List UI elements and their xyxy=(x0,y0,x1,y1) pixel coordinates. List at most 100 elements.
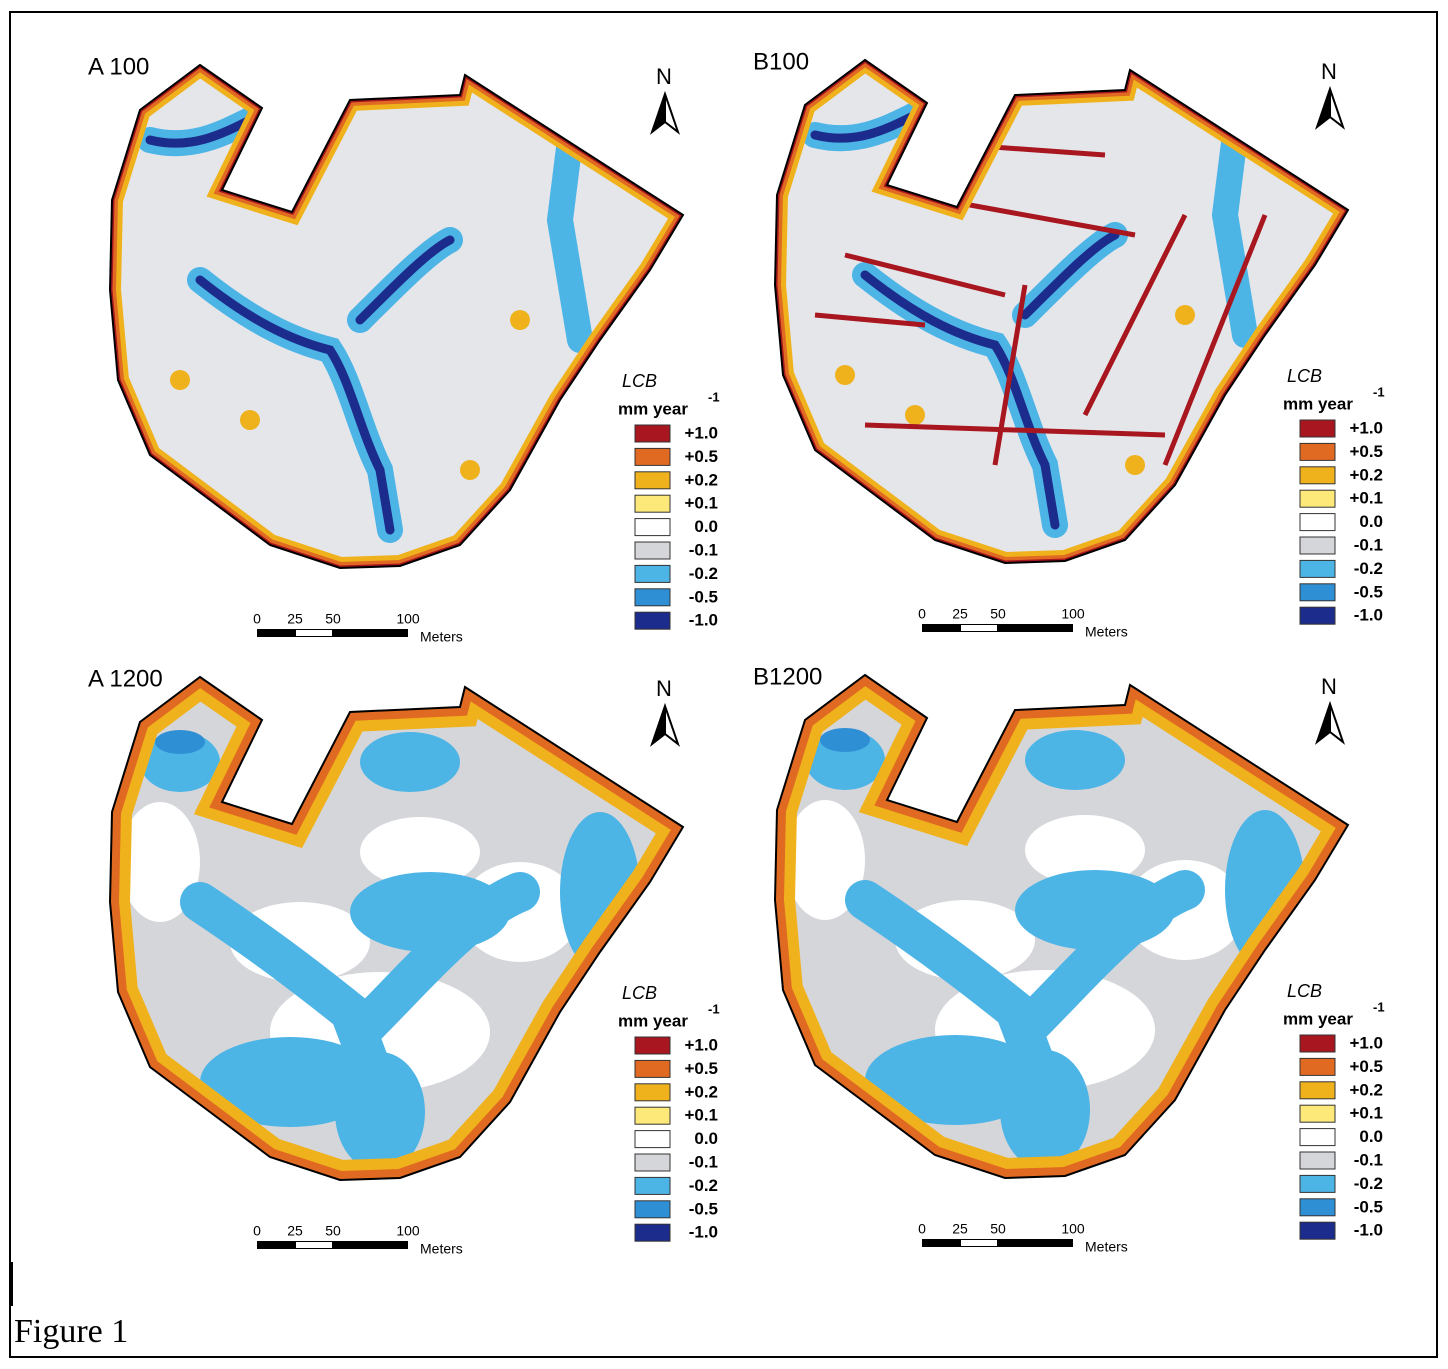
legend-label: -1.0 xyxy=(1354,606,1383,625)
scale-tick-label: 50 xyxy=(990,1221,1006,1237)
legend-label: -0.1 xyxy=(1354,535,1383,554)
legend-swatch xyxy=(635,425,670,442)
legend-title: LCB xyxy=(622,983,657,1003)
legend-swatch xyxy=(635,589,670,606)
legend-label: 0.0 xyxy=(694,1129,718,1148)
spot xyxy=(460,460,480,480)
north-label: N xyxy=(656,64,672,89)
legend-swatch xyxy=(1300,1082,1335,1099)
panel-label: B1200 xyxy=(753,663,822,690)
panel-label: A 100 xyxy=(88,53,149,80)
legend-label: +0.2 xyxy=(1349,465,1383,484)
legend-label: -0.2 xyxy=(689,1176,718,1195)
scale-tick-label: 25 xyxy=(952,606,968,622)
legend-swatch xyxy=(635,472,670,489)
north-label: N xyxy=(656,676,672,701)
scale-tick-label: 100 xyxy=(1061,1221,1085,1237)
legend-swatch xyxy=(635,542,670,559)
legend-swatch xyxy=(635,1201,670,1218)
legend-label: +1.0 xyxy=(684,423,718,442)
legend-label: +1.0 xyxy=(1349,1033,1383,1052)
scale-bar xyxy=(922,624,1073,632)
figure-page: Figure 1 A 100 N LCB mm year -1 +1.0 +0.5 +0.2 +… xyxy=(0,0,1448,1369)
legend-swatch xyxy=(1300,420,1335,437)
legend-swatch xyxy=(635,1224,670,1241)
legend-swatch xyxy=(635,612,670,629)
legend-swatch xyxy=(635,1060,670,1077)
map-area xyxy=(775,60,1348,563)
legend-swatch xyxy=(1300,584,1335,601)
scale-tick-label: 100 xyxy=(396,611,420,627)
region xyxy=(1025,730,1125,790)
legend-swatch xyxy=(635,1154,670,1171)
region xyxy=(155,730,205,754)
legend-label: -0.1 xyxy=(1354,1150,1383,1169)
scale-unit: Meters xyxy=(420,629,463,645)
legend-swatch xyxy=(1300,1199,1335,1216)
spot xyxy=(240,410,260,430)
legend-swatch xyxy=(1300,514,1335,531)
legend-label: -0.2 xyxy=(1354,559,1383,578)
scale-tick-label: 100 xyxy=(396,1223,420,1239)
legend-label: +0.1 xyxy=(684,1106,718,1125)
legend-label: +0.2 xyxy=(1349,1080,1383,1099)
legend-exponent: -1 xyxy=(708,1001,720,1016)
map-area xyxy=(110,65,683,568)
scale-unit: Meters xyxy=(1085,624,1128,640)
legend-swatch xyxy=(635,495,670,512)
scale-tick-label: 25 xyxy=(287,611,303,627)
legend-swatch xyxy=(1300,467,1335,484)
scale-tick-label: 0 xyxy=(253,1223,261,1239)
legend-label: 0.0 xyxy=(694,517,718,536)
legend-label: +0.2 xyxy=(684,470,718,489)
legend-swatch xyxy=(635,519,670,536)
legend-label: -0.5 xyxy=(689,587,718,606)
legend-swatch xyxy=(1300,1222,1335,1239)
map-area xyxy=(110,677,683,1180)
legend-label: +0.1 xyxy=(1349,1104,1383,1123)
legend-swatch xyxy=(1300,537,1335,554)
spot xyxy=(1125,455,1145,475)
scale-bar-gap xyxy=(296,630,332,636)
legend-swatch xyxy=(635,1037,670,1054)
legend-swatch xyxy=(1300,607,1335,624)
region xyxy=(360,732,460,792)
scale-tick-label: 25 xyxy=(287,1223,303,1239)
legend-unit: mm year xyxy=(618,399,688,418)
figure: Figure 1 A 100 N LCB mm year -1 +1.0 +0.5 +0.2 +… xyxy=(0,0,1448,1369)
scale-bar xyxy=(922,1239,1073,1247)
legend-swatch xyxy=(1300,490,1335,507)
region xyxy=(820,728,870,752)
legend-label: +0.2 xyxy=(684,1082,718,1101)
scale-tick-label: 100 xyxy=(1061,606,1085,622)
caption: Figure 1 xyxy=(14,1313,128,1350)
north-label: N xyxy=(1321,674,1337,699)
legend-label: +0.5 xyxy=(1349,442,1383,461)
legend-label: -1.0 xyxy=(689,611,718,630)
legend-swatch xyxy=(1300,1035,1335,1052)
scale-bar xyxy=(257,629,408,637)
scale-unit: Meters xyxy=(420,1241,463,1257)
panel-label: B100 xyxy=(753,48,809,75)
legend-swatch xyxy=(1300,443,1335,460)
legend-label: 0.0 xyxy=(1359,512,1383,531)
legend-label: +1.0 xyxy=(1349,418,1383,437)
legend-unit: mm year xyxy=(1283,394,1353,413)
spot xyxy=(1175,305,1195,325)
legend-label: -0.5 xyxy=(1354,582,1383,601)
legend-swatch xyxy=(635,448,670,465)
map-panel: B100NLCBmm year-1+1.0+0.5+0.2+0.10.0-0.1… xyxy=(753,48,1385,639)
legend-swatch xyxy=(1300,1058,1335,1075)
scale-tick-label: 50 xyxy=(325,1223,341,1239)
legend-exponent: -1 xyxy=(1373,999,1385,1014)
legend-label: +0.1 xyxy=(1349,489,1383,508)
spot xyxy=(290,140,310,160)
legend-swatch xyxy=(635,1177,670,1194)
legend-label: -0.1 xyxy=(689,1152,718,1171)
caption-bar xyxy=(11,1262,13,1306)
scale-tick-label: 25 xyxy=(952,1221,968,1237)
legend-unit: mm year xyxy=(1283,1009,1353,1028)
